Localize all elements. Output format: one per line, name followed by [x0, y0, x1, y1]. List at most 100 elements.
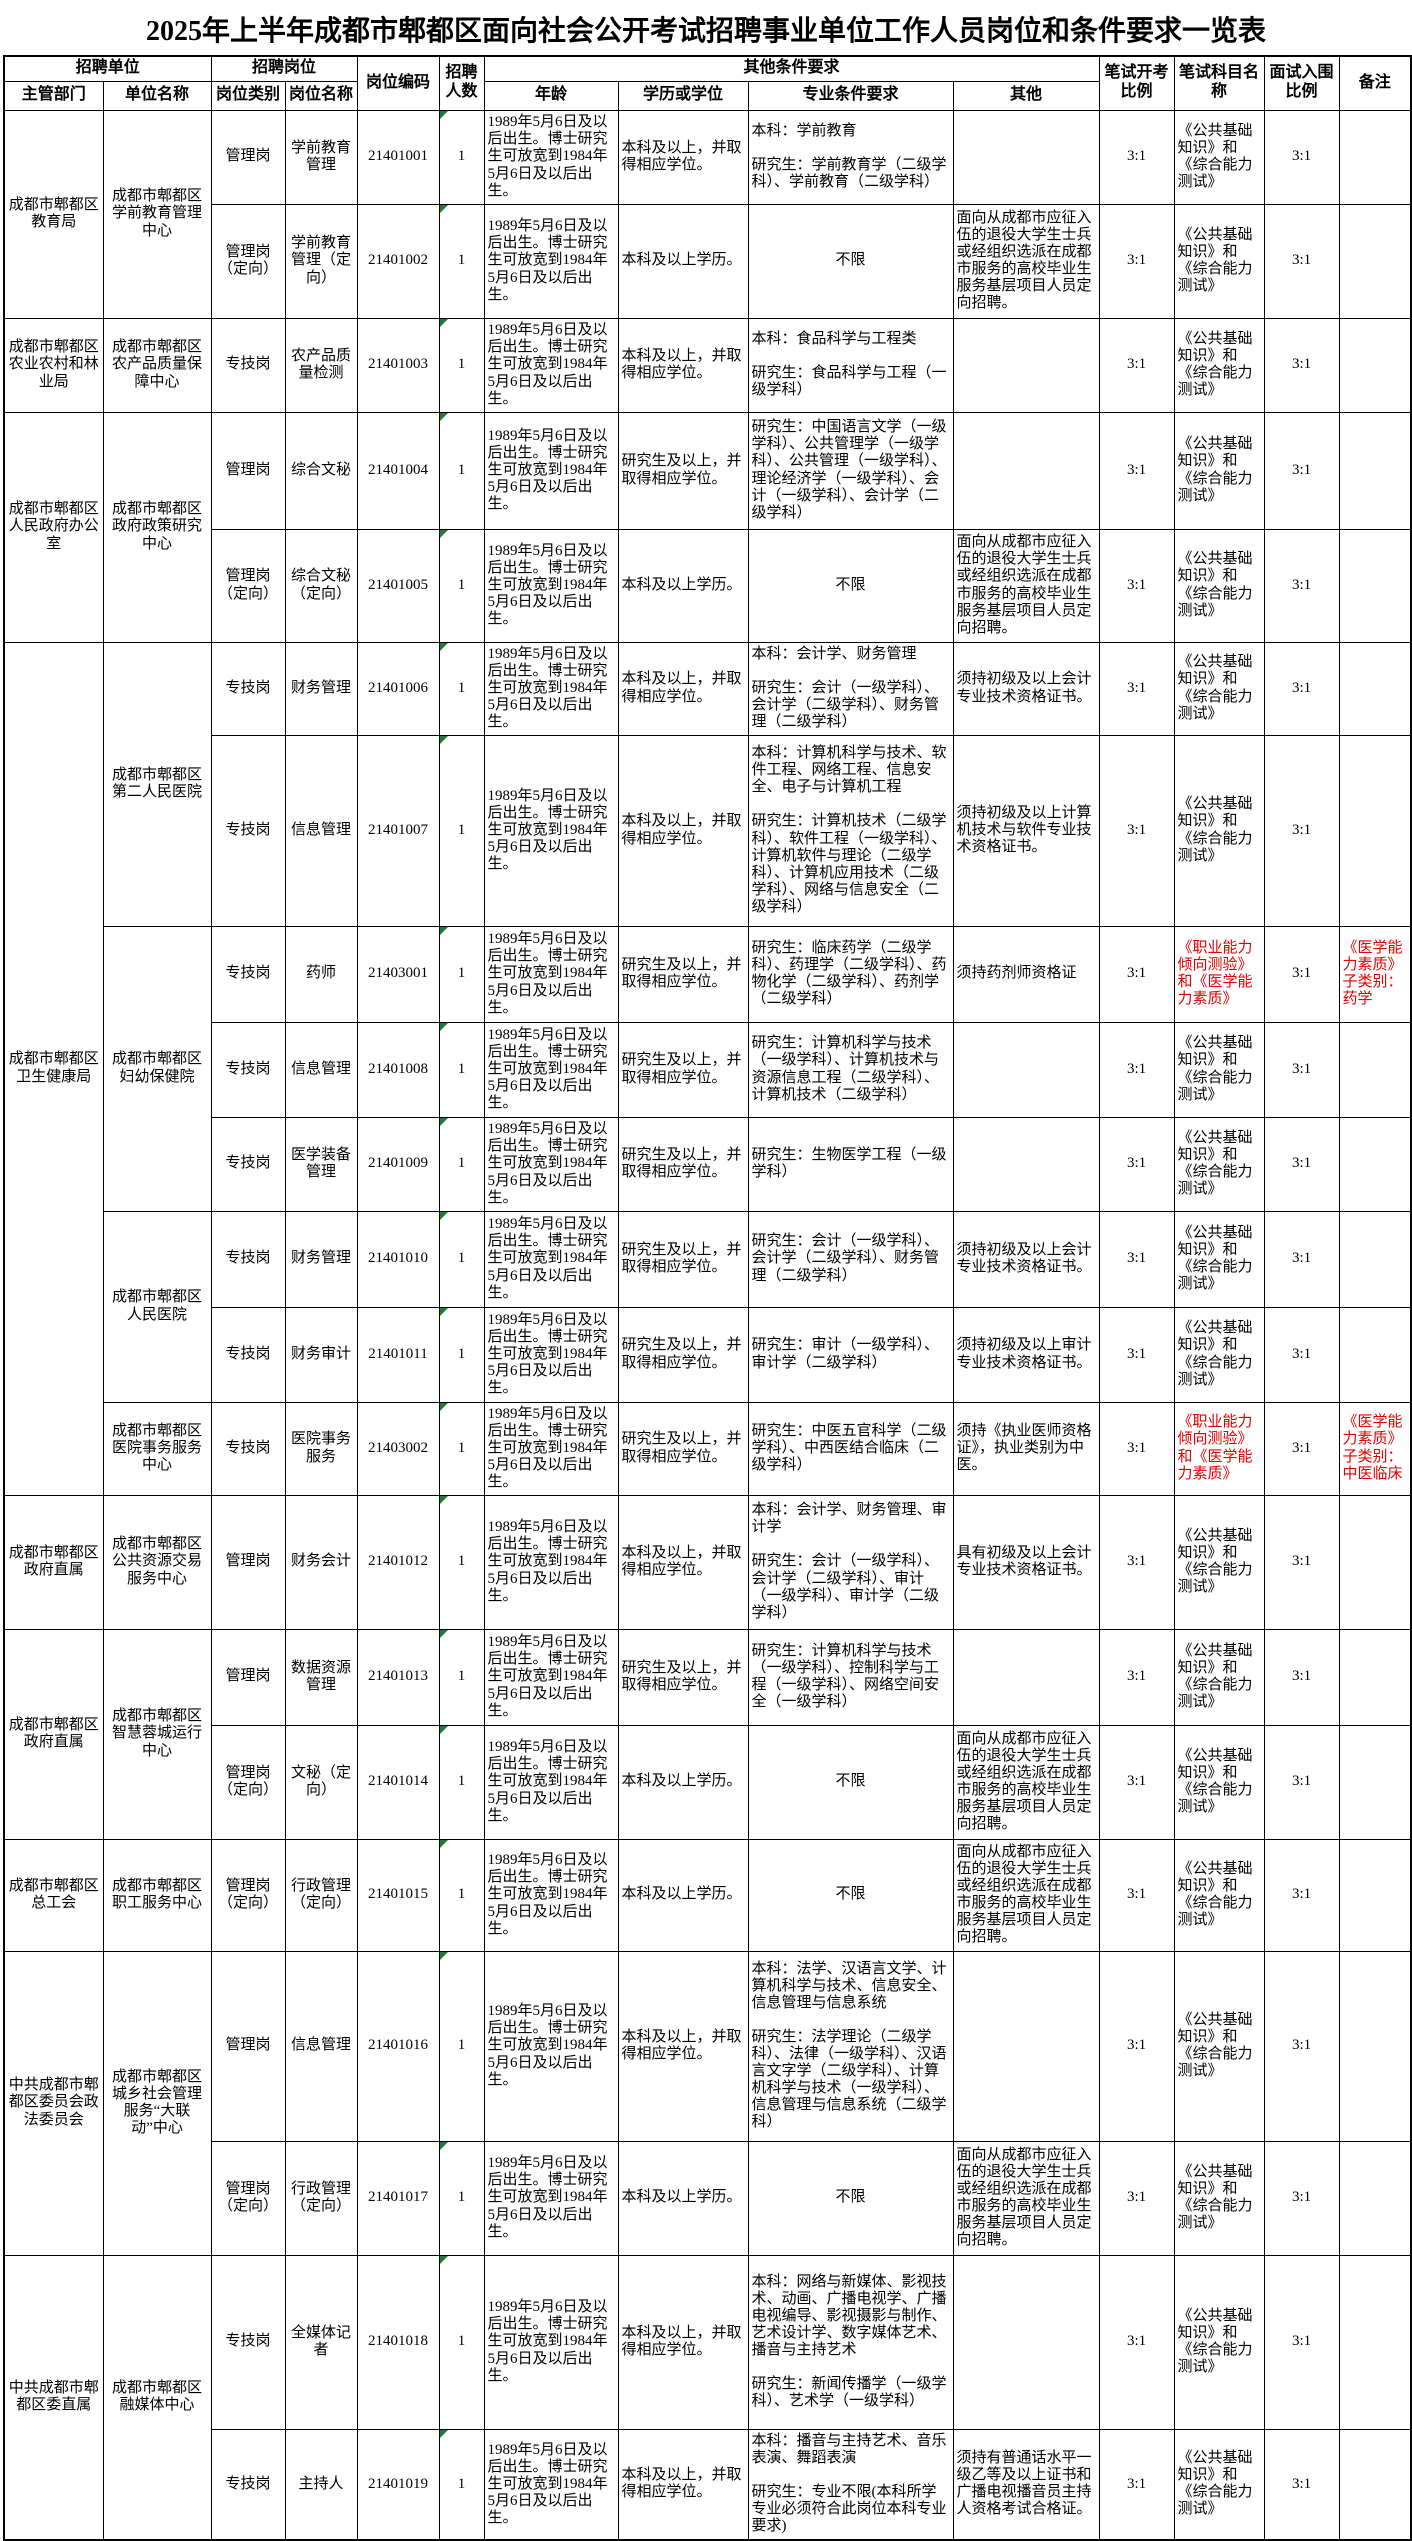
post-name-cell: 财务管理	[284, 641, 358, 736]
written-ratio-cell: 3:1	[1098, 411, 1175, 530]
age-cell: 1989年5月6日及以后出生。博士研究生可放宽到1984年5月6日及以后出生。	[483, 1401, 619, 1496]
headcount-value: 1	[457, 1439, 466, 1456]
written-subject-cell: 《公共基础知识》和《综合能力测试》	[1173, 317, 1265, 413]
major-cell: 本科：网络与新媒体、影视技术、动画、广播电视学、广播电视编导、影视摄影与制作、艺…	[747, 2254, 954, 2430]
major-cell: 本科：会计学、财务管理、审计学 研究生：会计（一级学科）、会计学（二级学科）、审…	[747, 1494, 954, 1630]
post-code-cell: 21401008	[356, 1021, 440, 1118]
post-type-cell: 专技岗	[210, 925, 286, 1023]
post-type-cell: 管理岗	[210, 1950, 286, 2142]
headcount-cell: 1	[438, 1494, 485, 1630]
post-type-cell: 专技岗	[210, 1306, 286, 1403]
major-cell: 本科：播音与主持艺术、音乐表演、舞蹈表演 研究生：专业不限(本科所学专业必须符合…	[747, 2428, 954, 2541]
major-cell: 不限	[747, 1724, 954, 1840]
headcount-cell: 1	[438, 1724, 485, 1840]
cell-flag-icon	[439, 318, 448, 327]
other-cell: 面向从成都市应征入伍的退役大学生士兵或经组织选派在成都市服务的高校毕业生服务基层…	[952, 203, 1100, 319]
headcount-cell: 1	[438, 1401, 485, 1496]
cell-flag-icon	[439, 1307, 448, 1316]
age-cell: 1989年5月6日及以后出生。博士研究生可放宽到1984年5月6日及以后出生。	[483, 1628, 619, 1726]
unit-cell: 成都市郫都区学前教育管理中心	[102, 109, 212, 319]
age-cell: 1989年5月6日及以后出生。博士研究生可放宽到1984年5月6日及以后出生。	[483, 1950, 619, 2142]
table-row: 中共成都市郫都区委员会政法委员会 成都市郫都区城乡社会管理服务“大联动”中心 管…	[3, 1950, 1412, 2256]
written-subject-cell: 《公共基础知识》和《综合能力测试》	[1173, 2428, 1265, 2541]
other-cell: 面向从成都市应征入伍的退役大学生士兵或经组织选派在成都市服务的高校毕业生服务基层…	[952, 1724, 1100, 1840]
headcount-value: 1	[457, 1773, 466, 1790]
education-cell: 本科及以上学历。	[617, 1838, 749, 1952]
age-cell: 1989年5月6日及以后出生。博士研究生可放宽到1984年5月6日及以后出生。	[483, 203, 619, 319]
post-type-cell: 专技岗	[210, 317, 286, 413]
table-row: 成都市郫都区农业农村和林业局 成都市郫都区农产品质量保障中心 专技岗 农产品质量…	[3, 317, 1412, 413]
education-cell: 研究生及以上，并取得相应学位。	[617, 1628, 749, 1726]
table-row: 成都市郫都区政府直属 成都市郫都区智慧蓉城运行中心 管理岗 数据资源管理 214…	[3, 1628, 1412, 1840]
age-cell: 1989年5月6日及以后出生。博士研究生可放宽到1984年5月6日及以后出生。	[483, 528, 619, 643]
header-row-2: 主管部门 单位名称 岗位类别 岗位名称 年龄 学历或学位 专业条件要求 其他	[3, 80, 1411, 111]
other-cell	[952, 2254, 1100, 2430]
post-type-cell: 管理岗	[210, 411, 286, 530]
written-ratio-cell: 3:1	[1098, 1210, 1175, 1308]
unit-cell: 成都市郫都区医院事务服务中心	[102, 1401, 212, 1496]
written-ratio-cell: 3:1	[1098, 1838, 1175, 1952]
remark-cell	[1338, 1494, 1412, 1630]
education-cell: 研究生及以上，并取得相应学位。	[617, 1306, 749, 1403]
other-cell: 面向从成都市应征入伍的退役大学生士兵或经组织选派在成都市服务的高校毕业生服务基层…	[952, 1838, 1100, 1952]
post-name-cell: 财务管理	[284, 1210, 358, 1308]
post-type-cell: 专技岗	[210, 2428, 286, 2541]
age-cell: 1989年5月6日及以后出生。博士研究生可放宽到1984年5月6日及以后出生。	[483, 1021, 619, 1118]
interview-ratio-cell: 3:1	[1263, 925, 1340, 1023]
post-code-cell: 21401017	[356, 2140, 440, 2256]
remark-cell	[1338, 1021, 1412, 1118]
written-subject-cell: 《公共基础知识》和《综合能力测试》	[1173, 1628, 1265, 1726]
headcount-value: 1	[457, 1668, 466, 1685]
major-cell: 研究生：临床药学（二级学科）、药理学（二级学科）、药物化学（二级学科）、药剂学（…	[747, 925, 954, 1023]
education-cell: 研究生及以上，并取得相应学位。	[617, 1021, 749, 1118]
header-interview-ratio: 面试入围比例	[1263, 55, 1340, 111]
dept-cell: 成都市郫都区政府直属	[3, 1494, 104, 1630]
interview-ratio-cell: 3:1	[1263, 1838, 1340, 1952]
interview-ratio-cell: 3:1	[1263, 734, 1340, 927]
table-row: 管理岗（定向） 行政管理（定向） 21401017 1 1989年5月6日及以后…	[4, 2140, 1412, 2256]
remark-cell	[1338, 1210, 1412, 1308]
written-ratio-cell: 3:1	[1098, 1306, 1175, 1403]
written-subject-cell: 《公共基础知识》和《综合能力测试》	[1173, 1116, 1265, 1212]
written-ratio-cell: 3:1	[1098, 1724, 1175, 1840]
headcount-cell: 1	[438, 1628, 485, 1726]
major-cell: 研究生：会计（一级学科）、会计学（二级学科）、财务管理（二级学科）	[747, 1210, 954, 1308]
education-cell: 本科及以上，并取得相应学位。	[617, 317, 749, 413]
remark-cell	[1338, 1950, 1412, 2142]
education-cell: 本科及以上，并取得相应学位。	[617, 1494, 749, 1630]
headcount-value: 1	[457, 356, 466, 373]
table-row: 成都市郫都区人民政府办公室 成都市郫都区政府政策研究中心 管理岗 综合文秘 21…	[3, 411, 1412, 643]
headcount-cell: 1	[438, 411, 485, 530]
education-cell: 本科及以上，并取得相应学位。	[617, 2254, 749, 2430]
major-cell: 本科：计算机科学与技术、软件工程、网络工程、信息安全、电子与计算机工程 研究生：…	[747, 734, 954, 927]
dept-cell: 成都市郫都区卫生健康局	[3, 641, 104, 1496]
written-ratio-cell: 3:1	[1098, 2254, 1175, 2430]
post-name-cell: 综合文秘（定向）	[284, 528, 358, 643]
post-code-cell: 21401007	[356, 734, 440, 927]
remark-cell	[1338, 734, 1412, 927]
header-other: 其他	[952, 80, 1100, 111]
major-cell: 本科：食品科学与工程类 研究生：食品科学与工程（一级学科）	[747, 317, 954, 413]
written-subject-cell: 《公共基础知识》和《综合能力测试》	[1173, 2254, 1265, 2430]
major-cell: 本科：法学、汉语言文学、计算机科学与技术、信息安全、信息管理与信息系统 研究生：…	[747, 1950, 954, 2142]
remark-cell: 《医学能力素质》子类别：药学	[1338, 925, 1412, 1023]
headcount-cell: 1	[438, 1838, 485, 1952]
header-post-name: 岗位名称	[284, 80, 358, 111]
headcount-value: 1	[457, 2037, 466, 2054]
cell-flag-icon	[439, 110, 448, 119]
interview-ratio-cell: 3:1	[1263, 528, 1340, 643]
post-name-cell: 农产品质量检测	[284, 317, 358, 413]
cell-flag-icon	[439, 2255, 448, 2264]
table-row: 专技岗 财务审计 21401011 1 1989年5月6日及以后出生。博士研究生…	[4, 1306, 1412, 1403]
headcount-value: 1	[457, 1886, 466, 1903]
table-row: 专技岗 信息管理 21401008 1 1989年5月6日及以后出生。博士研究生…	[4, 1021, 1412, 1118]
unit-cell: 成都市郫都区融媒体中心	[102, 2254, 212, 2541]
other-cell: 须持初级及以上会计专业技术资格证书。	[952, 1210, 1100, 1308]
unit-cell: 成都市郫都区农产品质量保障中心	[102, 317, 212, 413]
header-unit: 单位名称	[102, 80, 212, 111]
interview-ratio-cell: 3:1	[1263, 1494, 1340, 1630]
header-headcount: 招聘人数	[438, 55, 485, 111]
age-cell: 1989年5月6日及以后出生。博士研究生可放宽到1984年5月6日及以后出生。	[483, 109, 619, 205]
post-name-cell: 行政管理（定向）	[284, 1838, 358, 1952]
education-cell: 研究生及以上，并取得相应学位。	[617, 1401, 749, 1496]
